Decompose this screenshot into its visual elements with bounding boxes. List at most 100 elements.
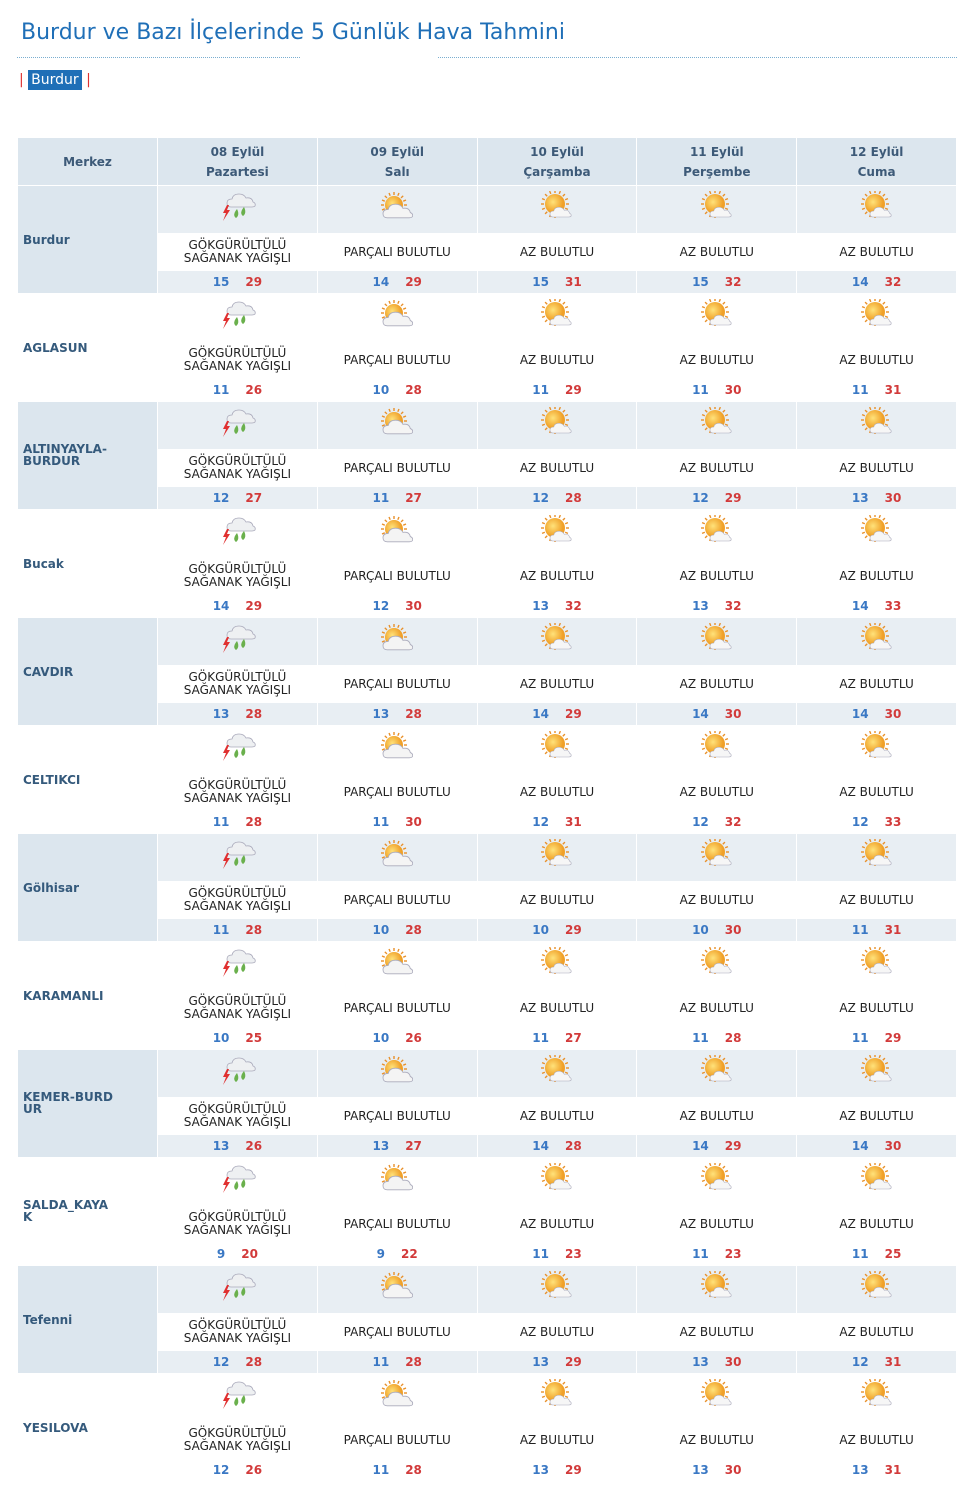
temp-min: 14	[212, 599, 230, 613]
weather-icon	[381, 1379, 414, 1406]
desc-cell: AZ BULUTLU	[476, 1097, 638, 1135]
city-name: SALDA_KAYAK	[23, 1198, 109, 1224]
temp-row: 11 28 11 30 12 31 12 32 12 33	[18, 810, 957, 834]
weather-desc: PARÇALI BULUTLU	[343, 460, 451, 475]
icon-cell	[476, 509, 638, 558]
desc-cell: AZ BULUTLU	[476, 989, 638, 1027]
desc-row: GÖKGÜRÜLTÜLÜ SAĞANAK YAĞIŞLI PARÇALI BULU…	[18, 989, 957, 1027]
temp-cell: 10 28	[316, 378, 478, 402]
temp-max: 25	[245, 1031, 263, 1045]
weather-icon	[700, 405, 732, 434]
temp-max: 31	[884, 923, 902, 937]
temp-cell: 11 28	[157, 810, 318, 834]
icon-row: CELTIKCI	[17, 725, 957, 834]
weather-icon	[381, 839, 414, 866]
temp-row: 9 20 9 22 11 23 11 23 11 25	[18, 1242, 957, 1266]
temp-cell: 14 30	[796, 702, 957, 726]
temp-max: 28	[245, 707, 263, 721]
temp-max: 29	[245, 599, 263, 613]
weather-icon	[223, 949, 257, 977]
temp-min: 15	[692, 275, 709, 289]
temp-min: 14	[532, 1139, 549, 1153]
temp-cell: 12 32	[636, 810, 798, 834]
temp-cell: 12 26	[157, 1458, 318, 1482]
icon-cell	[157, 509, 318, 558]
weather-icon	[700, 1161, 732, 1190]
city-cell: Gölhisar	[17, 833, 158, 942]
city-cell: SALDA_KAYAK	[17, 1157, 158, 1266]
temp-max: 30	[884, 1139, 902, 1153]
weather-desc: AZ BULUTLU	[519, 676, 595, 691]
temp-cell: 14 32	[796, 270, 957, 294]
temp-cell: 14 33	[796, 594, 957, 618]
temp-min: 13	[851, 1463, 869, 1477]
temp-max: 30	[884, 491, 902, 505]
icon-cell	[636, 1157, 798, 1206]
temp-min: 11	[372, 815, 390, 829]
temp-min: 11	[532, 383, 549, 397]
temp-min: 12	[532, 815, 549, 829]
icon-cell	[796, 185, 957, 234]
desc-cell: PARÇALI BULUTLU	[316, 881, 478, 919]
desc-cell: AZ BULUTLU	[476, 557, 638, 595]
icon-row: YESILOVA	[17, 1373, 957, 1482]
weather-icon	[223, 517, 257, 545]
temp-cell: 11 28	[157, 918, 318, 942]
weather-desc: GÖKGÜRÜLTÜLÜ SAĞANAK YAĞIŞLI	[183, 886, 292, 913]
temp-min: 11	[212, 383, 230, 397]
desc-cell: AZ BULUTLU	[636, 449, 798, 487]
icon-cell	[157, 185, 318, 234]
temp-cell: 11 30	[636, 378, 798, 402]
day-date: 11 Eylül	[689, 144, 744, 159]
temp-cell: 12 31	[796, 1350, 957, 1374]
weather-icon	[540, 513, 572, 542]
desc-cell: AZ BULUTLU	[796, 881, 957, 919]
temp-min: 11	[851, 383, 869, 397]
weather-desc: GÖKGÜRÜLTÜLÜ SAĞANAK YAĞIŞLI	[183, 994, 292, 1021]
temp-max: 31	[884, 383, 902, 397]
temp-row: 11 28 10 28 10 29 10 30 11 31	[18, 918, 957, 942]
day-weekday: Pazartesi	[206, 164, 269, 179]
icon-row: AGLASUN	[17, 293, 957, 402]
temp-max: 28	[405, 923, 422, 937]
temp-min: 10	[532, 923, 549, 937]
temp-min: 12	[532, 491, 549, 505]
temp-max: 32	[724, 599, 742, 613]
city-name: KARAMANLI	[23, 988, 104, 1003]
temp-max: 26	[245, 1139, 263, 1153]
weather-desc: AZ BULUTLU	[519, 1108, 595, 1123]
desc-cell: PARÇALI BULUTLU	[316, 557, 478, 595]
icon-cell	[157, 401, 318, 450]
desc-cell: AZ BULUTLU	[636, 989, 798, 1027]
city-cell: AGLASUN	[17, 293, 158, 402]
desc-cell: AZ BULUTLU	[636, 1313, 798, 1351]
weather-desc: AZ BULUTLU	[519, 1324, 595, 1339]
weather-icon	[860, 729, 892, 758]
temp-max: 25	[884, 1247, 902, 1261]
tab[interactable]: Burdur	[28, 70, 82, 90]
weather-icon	[540, 1377, 572, 1406]
weather-icon	[381, 191, 414, 218]
temp-min: 13	[372, 707, 390, 721]
icon-cell	[476, 1049, 638, 1098]
temp-max: 28	[245, 815, 263, 829]
icon-cell	[316, 725, 478, 774]
icon-cell	[157, 1157, 318, 1206]
temp-min: 11	[212, 923, 230, 937]
icon-cell	[636, 1265, 798, 1314]
temp-min: 11	[532, 1031, 549, 1045]
weather-icon	[223, 409, 257, 437]
city-name: ALTINYAYLA-BURDUR	[23, 442, 107, 468]
weather-desc: AZ BULUTLU	[679, 1432, 754, 1447]
desc-row: GÖKGÜRÜLTÜLÜ SAĞANAK YAĞIŞLI PARÇALI BULU…	[18, 341, 957, 379]
weather-icon	[540, 297, 572, 326]
desc-cell: AZ BULUTLU	[796, 1097, 957, 1135]
weather-icon	[700, 1053, 732, 1082]
desc-cell: GÖKGÜRÜLTÜLÜ SAĞANAK YAĞIŞLI	[157, 1421, 318, 1459]
icon-cell	[476, 833, 638, 882]
temp-max: 32	[724, 815, 742, 829]
icon-cell	[796, 1049, 957, 1098]
temp-cell: 12 30	[316, 594, 478, 618]
weather-desc: AZ BULUTLU	[839, 460, 914, 475]
separator: |	[86, 72, 91, 88]
